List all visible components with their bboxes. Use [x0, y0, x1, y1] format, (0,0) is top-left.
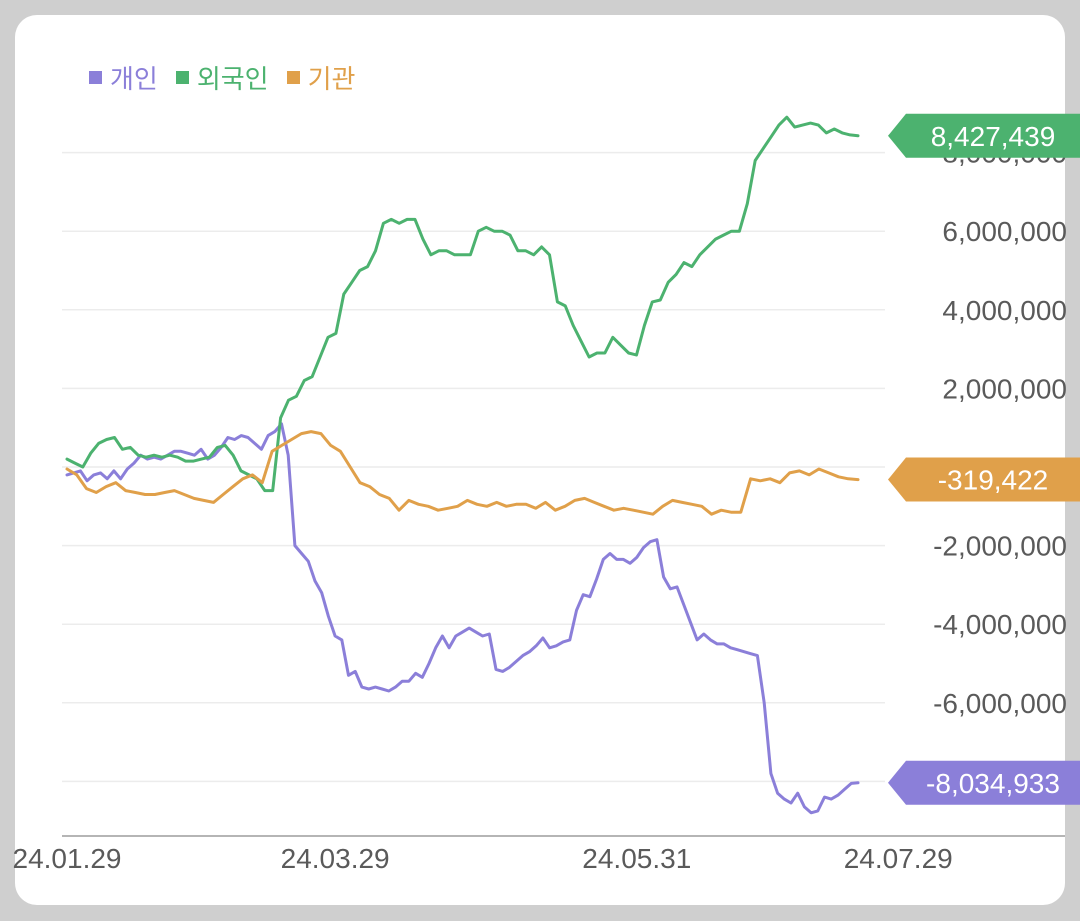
x-tick-label: 24.07.29	[844, 843, 953, 874]
end-value-label-1: 8,427,439	[931, 121, 1056, 152]
y-tick-label: -2,000,000	[933, 531, 1067, 562]
y-tick-label: 2,000,000	[942, 373, 1067, 404]
y-tick-label: 4,000,000	[942, 295, 1067, 326]
end-value-badge-0	[888, 760, 1080, 805]
legend-item-1[interactable]: 외국인	[175, 59, 269, 96]
x-tick-label: 24.05.31	[582, 843, 691, 874]
legend-item-2[interactable]: 기관	[286, 59, 356, 96]
legend-label-0: 개인	[110, 65, 158, 95]
series-line-1	[65, 115, 860, 493]
legend-swatch-2	[286, 71, 300, 84]
legend-label-1: 외국인	[196, 65, 269, 95]
legend-item-0[interactable]: 개인	[89, 59, 158, 96]
series-line-2	[65, 430, 860, 516]
series-line-0	[65, 422, 860, 815]
legend-swatch-0	[89, 71, 102, 84]
end-value-badge-1	[888, 113, 1080, 158]
legend-label-2: 기관	[307, 65, 356, 95]
x-tick-label: 24.01.29	[13, 843, 122, 874]
y-tick-label: -6,000,000	[933, 688, 1067, 719]
end-value-label-2: -319,422	[938, 465, 1049, 496]
end-value-badge-2	[888, 457, 1080, 502]
y-tick-label: 6,000,000	[942, 216, 1067, 247]
legend-swatch-1	[175, 71, 189, 84]
x-tick-label: 24.03.29	[281, 843, 390, 874]
end-value-label-0: -8,034,933	[926, 768, 1060, 799]
y-tick-label: -4,000,000	[933, 609, 1067, 640]
chart-legend: 개인 외국인 기관	[89, 59, 355, 96]
